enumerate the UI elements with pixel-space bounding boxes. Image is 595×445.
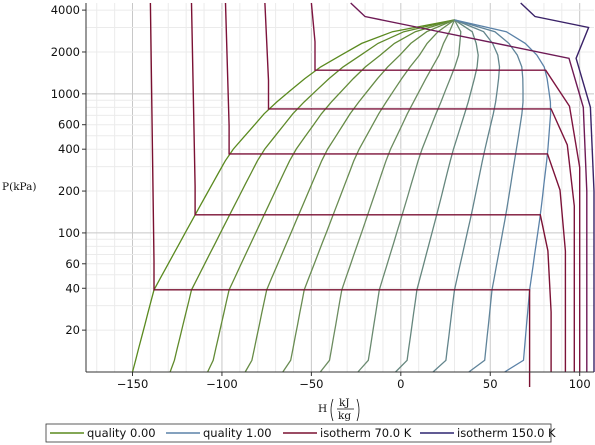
quality-line: [244, 19, 455, 373]
y-tick-label: 1000: [51, 87, 80, 101]
x-tick-label: 0: [397, 377, 404, 391]
y-tick-label: 60: [65, 257, 80, 271]
y-tick-label: 4000: [51, 3, 80, 17]
isotherm-line: [224, 2, 567, 372]
quality-line: [395, 19, 479, 373]
axes: [85, 3, 594, 373]
quality-line: [282, 19, 455, 373]
y-tick-label: 600: [58, 118, 80, 132]
quality-line: [357, 19, 462, 373]
y-tick-label: 400: [58, 142, 80, 156]
y-tick-label: 200: [58, 184, 80, 198]
legend-label: quality 1.00: [203, 426, 272, 440]
y-tick-label: 100: [58, 226, 80, 240]
y-tick-label: 2000: [51, 45, 80, 59]
quality-line: [319, 19, 456, 373]
legend-label: isotherm 150.0 K: [457, 426, 556, 440]
quality-1-line: [454, 19, 552, 373]
y-tick-label: 20: [65, 323, 80, 337]
x-axis-label-symbol: H: [318, 403, 327, 415]
x-axis-unit-numerator: kJ: [339, 397, 350, 409]
quality-line: [454, 19, 524, 373]
legend-label: isotherm 70.0 K: [320, 426, 412, 440]
isotherm-line: [520, 2, 595, 372]
x-axis-unit-denominator: kg: [338, 410, 351, 422]
ticks: −150 −100 −50 0 50 100 20 40 60 100 200 400 600 1000 2…: [51, 3, 591, 391]
isotherm-line: [149, 2, 531, 387]
x-tick-label: −100: [206, 377, 238, 391]
legend-label: quality 0.00: [87, 426, 156, 440]
isotherm-line: [264, 2, 575, 372]
isotherm-line: [350, 2, 588, 372]
quality-line: [207, 19, 455, 373]
x-tick-label: −50: [299, 377, 323, 391]
quality-0-line: [131, 19, 455, 373]
y-tick-label: 40: [65, 281, 80, 295]
x-tick-label: 100: [569, 377, 591, 391]
grid: [86, 3, 594, 373]
legend: quality 0.00 quality 1.00 isotherm 70.0 K i…: [45, 423, 556, 443]
x-tick-label: 50: [483, 377, 498, 391]
plot-curves: [131, 2, 595, 387]
x-axis-label: H kJ kg: [318, 397, 360, 422]
isotherm-line: [310, 2, 581, 372]
quality-line: [432, 19, 501, 373]
x-tick-label: −150: [117, 377, 149, 391]
quality-line: [169, 19, 455, 373]
y-axis-label: P(kPa): [2, 181, 37, 193]
isotherm-line: [190, 2, 552, 372]
